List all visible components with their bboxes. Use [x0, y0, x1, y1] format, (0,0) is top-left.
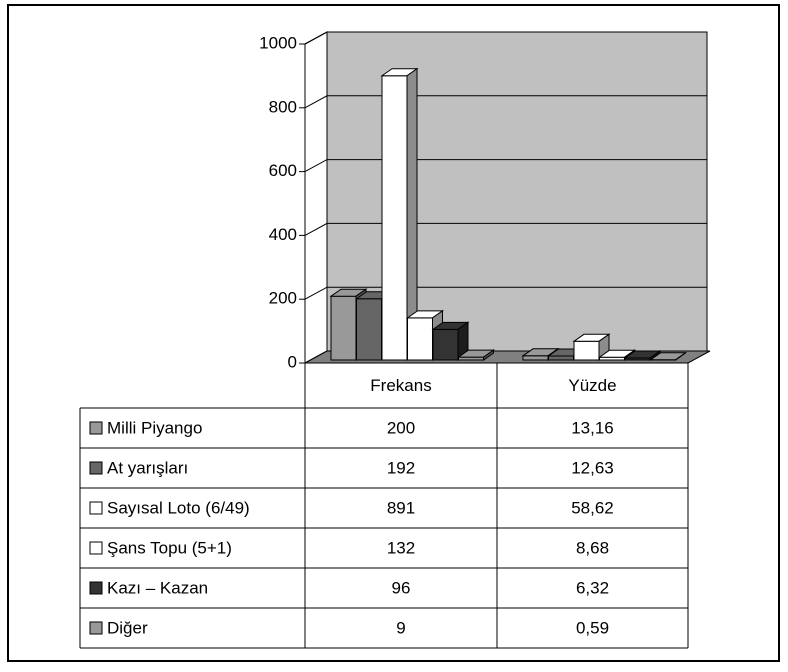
legend-label: Milli Piyango: [107, 418, 202, 437]
bar-side: [483, 349, 494, 361]
data-label: 192: [387, 458, 415, 477]
bar: [623, 350, 662, 361]
grid-line: [304, 95, 707, 109]
legend-label: Diğer: [107, 618, 148, 637]
data-label: 9: [396, 618, 405, 637]
y-tick-label: 0: [288, 352, 297, 371]
legend-key: [89, 621, 103, 635]
data-label: 8,68: [576, 538, 609, 557]
y-tick-label: 1000: [259, 33, 297, 52]
grid-line: [304, 222, 707, 236]
bar: [431, 321, 470, 361]
legend-label: Sayısal Loto (6/49): [107, 498, 250, 517]
data-label: 6,32: [576, 578, 609, 597]
legend-label: Şans Topu (5+1): [107, 538, 232, 557]
bar-front: [407, 317, 433, 361]
data-label: 58,62: [571, 498, 614, 517]
legend-key: [89, 461, 103, 475]
data-label: 12,63: [571, 458, 614, 477]
y-tick-label: 200: [269, 289, 297, 308]
bar: [380, 67, 419, 361]
bar-front: [330, 295, 357, 361]
data-label: 200: [387, 418, 415, 437]
y-tick-label: 800: [269, 97, 297, 116]
legend-label: At yarışları: [107, 458, 188, 477]
grid-line: [304, 31, 707, 45]
data-label: 96: [392, 578, 411, 597]
data-label: 132: [387, 538, 415, 557]
bar: [456, 349, 496, 361]
bar-front: [522, 355, 549, 361]
legend-key: [89, 541, 103, 555]
bar-front: [432, 328, 459, 361]
bar-side: [675, 351, 686, 361]
y-tick-label: 600: [269, 161, 297, 180]
grid-line: [304, 286, 707, 300]
x-tick-label: Yüzde: [568, 376, 616, 395]
data-label: 13,16: [571, 418, 614, 437]
bar-side-shade: [483, 350, 494, 360]
bar-front: [356, 298, 382, 361]
bar-front: [548, 355, 574, 361]
data-label: 891: [387, 498, 415, 517]
y-tick-label: 400: [269, 225, 297, 244]
legend-key: [89, 421, 103, 435]
legend-key: [89, 501, 103, 515]
bar-side-shade: [458, 322, 468, 360]
x-tick-label: Frekans: [370, 376, 431, 395]
bar-side-shade: [675, 352, 686, 360]
bar-side-shade: [650, 350, 660, 360]
data-label: 0,59: [576, 618, 609, 637]
side-wall: [304, 31, 328, 364]
bar: [648, 351, 688, 361]
legend-label: Kazı – Kazan: [107, 578, 208, 597]
bar-front: [573, 340, 600, 361]
grid-line: [304, 159, 707, 173]
bar-side-shade: [407, 68, 417, 361]
legend-key: [89, 581, 103, 595]
bar-front: [381, 75, 408, 361]
